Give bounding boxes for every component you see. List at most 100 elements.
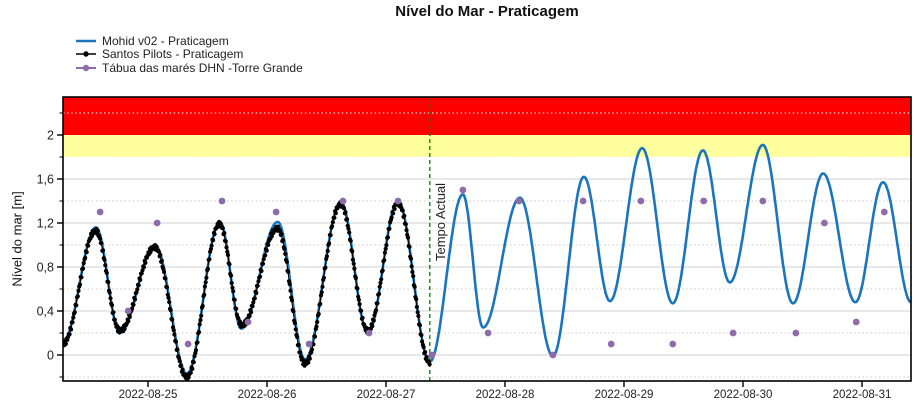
x-tick-label: 2022-08-27 [357,389,416,401]
santos-dot [212,232,217,237]
santos-dot [315,319,320,325]
santos-dot [103,263,108,268]
santos-dot [384,243,389,248]
santos-dot [383,246,388,251]
tide-table-dot [852,318,860,326]
tide-table-dot [184,340,192,348]
santos-dot [99,241,104,246]
santos-dot [232,297,237,302]
santos-dot [333,211,338,216]
santos-dot [100,248,106,253]
santos-dot [424,355,429,360]
santos-dot [195,340,200,345]
santos-dot [356,297,361,302]
santos-dot [261,257,266,262]
santos-dot [405,235,411,240]
santos-dot [190,366,195,371]
santos-dot [382,250,387,255]
x-tick-label: 2022-08-29 [595,389,654,401]
santos-dot [158,252,163,257]
santos-dot [323,265,328,270]
santos-dot [254,290,259,296]
santos-dot [95,228,100,233]
santos-dot [230,285,235,290]
y-tick-label: 0,4 [37,305,54,319]
y-tick-label: 0,8 [37,261,54,275]
santos-line [63,202,430,378]
santos-dot [138,277,143,282]
legend-label-mohid: Mohid v02 - Praticagem [102,33,229,48]
santos-dot [423,350,428,355]
santos-dot [269,234,274,239]
santos-dot [311,342,316,347]
santos-dot [122,326,127,332]
santos-dot [332,215,337,220]
santos-dot [107,290,112,295]
x-tick-label: 2022-08-31 [833,389,892,401]
legend-item-mohid: Mohid v02 - Praticagem [75,34,303,48]
santos-dot [81,261,86,266]
santos-dot [280,238,286,243]
legend: Mohid v02 - Praticagem Santos Pilots - P… [75,34,303,75]
santos-dot [419,333,424,338]
tide-table-dot [607,340,615,348]
santos-dot [252,296,257,301]
santos-dot [404,228,409,233]
santos-dot [421,345,426,350]
santos-dot [166,295,171,300]
tide-table-dot [153,219,161,227]
santos-dot [409,264,414,269]
santos-dot [283,251,288,256]
santos-dot [83,255,88,260]
santos-dot [346,226,351,231]
santos-dot [196,330,202,335]
santos-dot [228,273,234,278]
santos-dot [180,367,185,372]
santos-dot [176,355,181,361]
santos-dot [319,290,324,295]
santos-dot [385,235,390,240]
santos-dot [111,310,116,315]
santos-dot [231,289,236,294]
santos-dot [199,313,204,318]
santos-dot [330,224,335,229]
tide-table-dot [729,329,737,337]
santos-dot [71,315,76,320]
tide-table-dot [339,197,347,205]
tide-table-dot [515,197,523,205]
tide-table-dot [428,351,436,359]
santos-dot [293,327,298,332]
santos-dot [72,310,77,315]
santos-dot [316,311,321,317]
santos-dot [202,284,207,289]
santos-dot [412,284,417,289]
santos-dot [109,303,115,308]
tide-table-dot [459,186,467,194]
santos-dot [427,362,432,367]
santos-dot [227,262,232,267]
legend-item-tabua: Tábua das marés DHN -Torre Grande [75,61,303,75]
santos-dot [204,275,209,280]
santos-dot [328,233,333,238]
santos-dot [141,265,147,270]
santos-dot [296,342,301,347]
santos-dot [378,280,383,285]
santos-dot [106,280,111,285]
santos-dot [140,268,145,273]
tide-table-dot [821,219,828,227]
santos-dot [414,304,419,310]
santos-dot [136,283,141,288]
santos-dot [379,277,384,282]
santos-dot [126,319,131,324]
santos-dot [391,211,396,216]
santos-dot [320,284,325,289]
santos-dot [360,315,365,320]
tide-table-dot [759,197,767,205]
santos-dot [355,286,360,291]
santos-dot [102,257,107,262]
santos-dot [69,327,74,332]
santos-dot [371,318,376,323]
santos-dot [163,276,168,281]
santos-dot [266,242,271,247]
santos-dot [127,314,132,320]
